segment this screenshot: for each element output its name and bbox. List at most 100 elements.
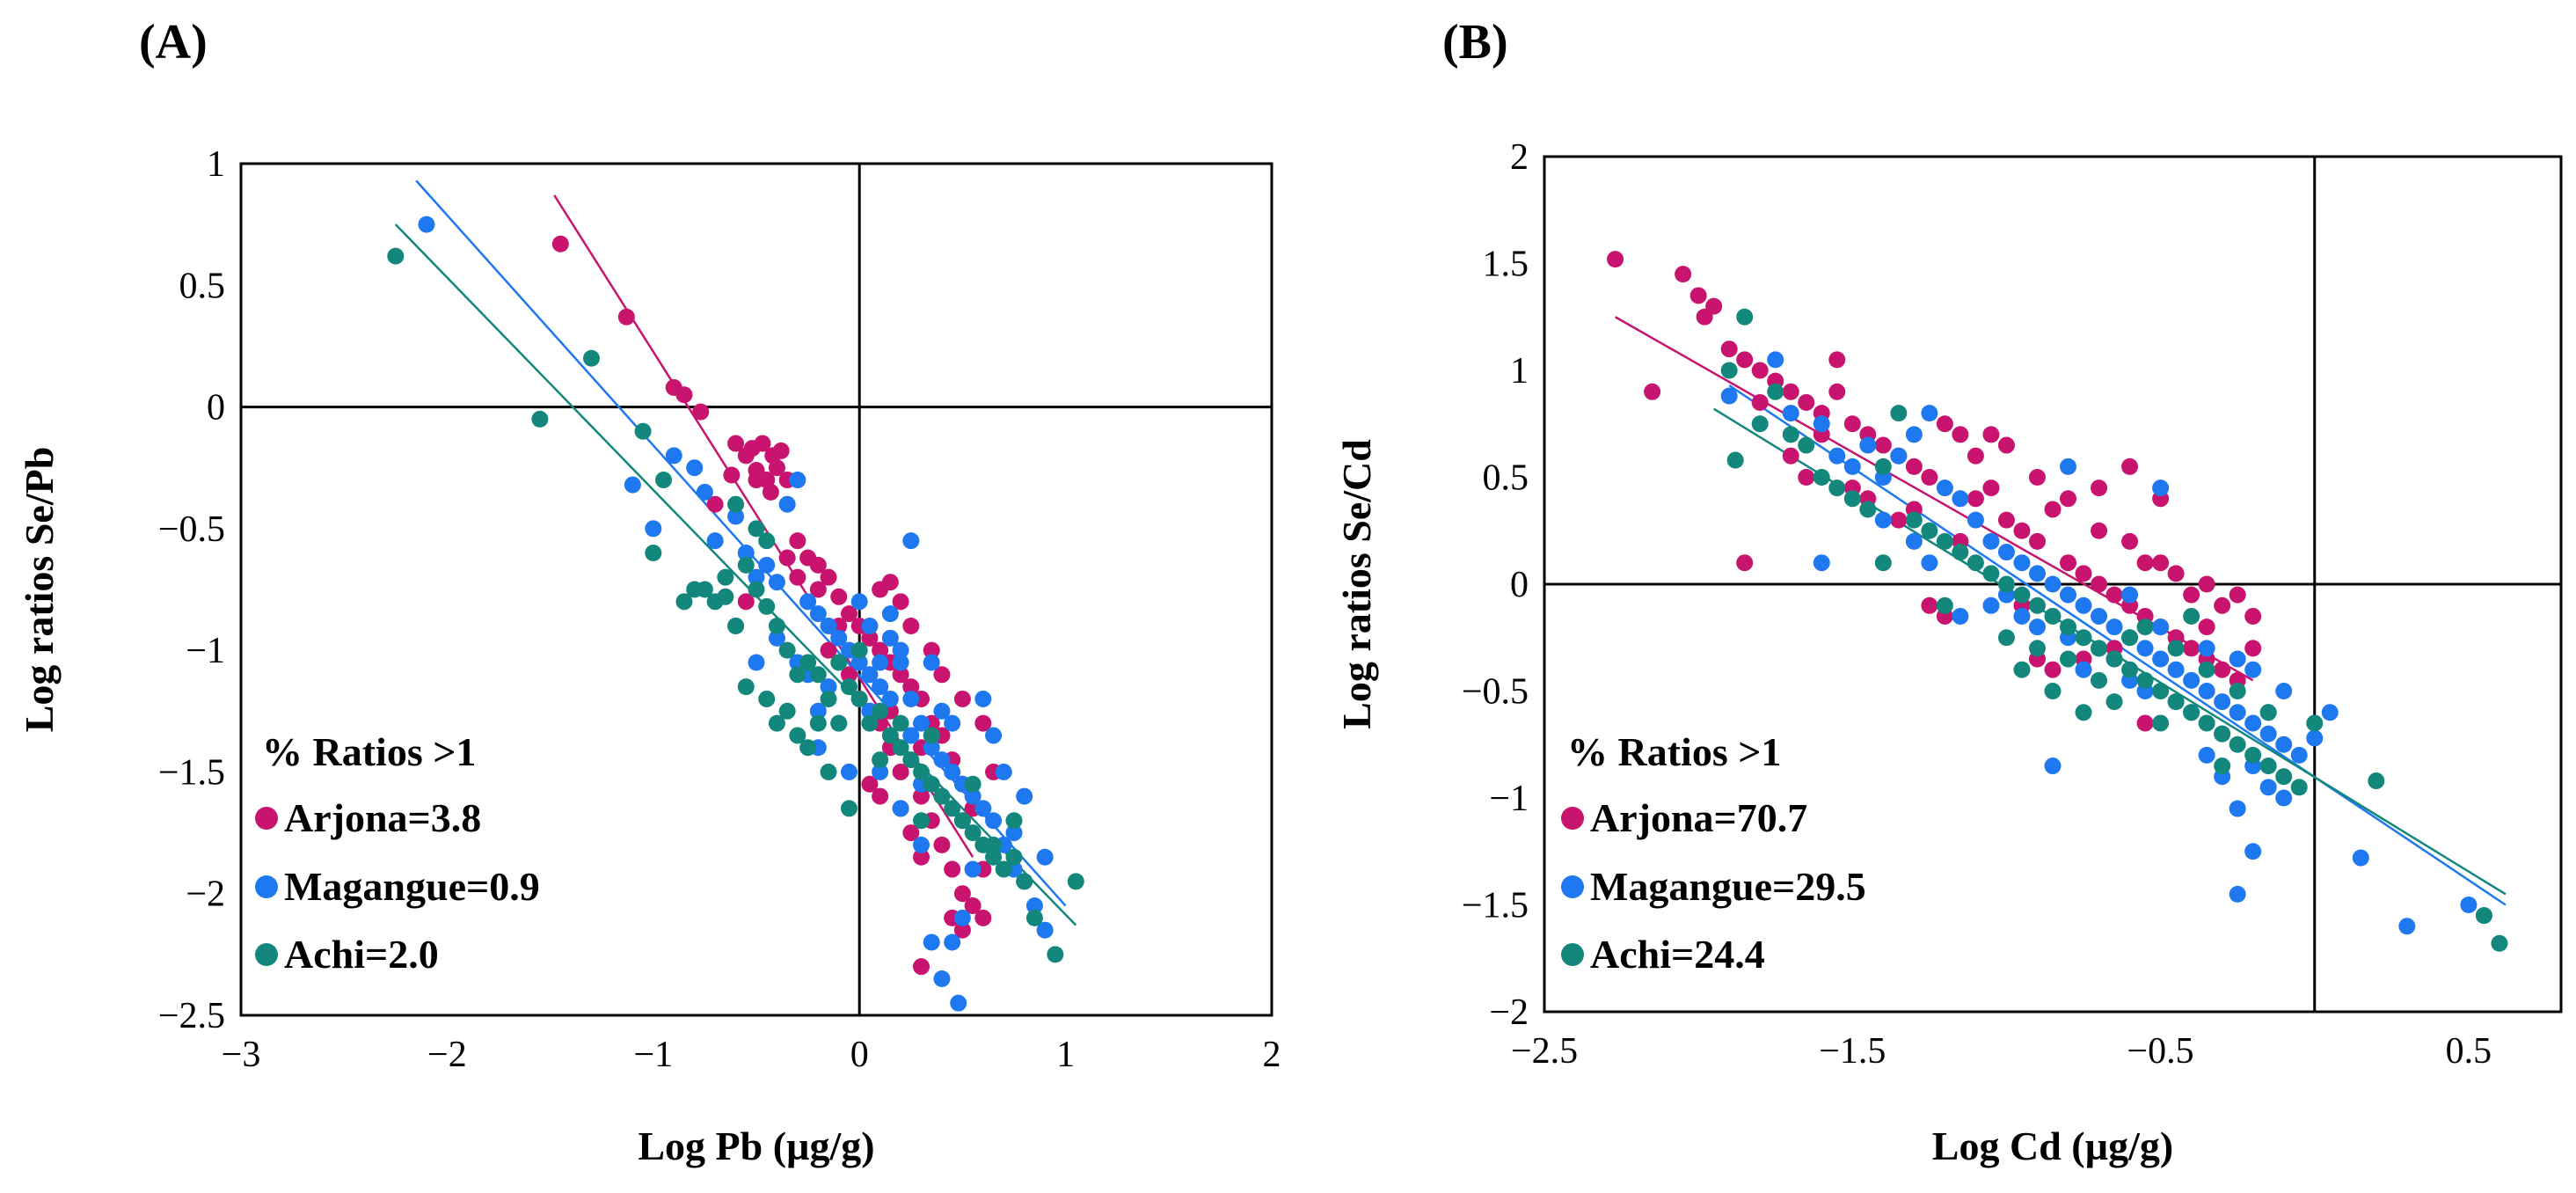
panel-a-point-arjona [754, 435, 771, 452]
panel-a-point-magangue [820, 678, 837, 696]
panel-a-point-magangue [1025, 897, 1043, 915]
panel-a-point-magangue [778, 495, 796, 513]
panel-a-point-magangue [861, 617, 879, 634]
panel-b-point-arjona [2091, 522, 2108, 539]
panel-b-point-arjona [2136, 714, 2154, 732]
panel-b-point-arjona [2183, 586, 2200, 604]
panel-b-point-achi [2060, 650, 2077, 668]
panel-a-point-magangue [933, 970, 951, 988]
panel-b-point-arjona [1997, 511, 2015, 529]
panel-a-point-arjona [923, 641, 940, 659]
panel-a-point-magangue [872, 763, 889, 780]
panel-a-point-achi [985, 848, 1003, 866]
panel-b-point-magangue [2013, 554, 2031, 572]
panel-b-point-achi [2028, 640, 2046, 657]
panel-b-point-magangue [2013, 607, 2031, 625]
panel-b-point-arjona [2013, 522, 2031, 539]
panel-a-y-axis-title: Log ratios Se/Pb [17, 447, 62, 733]
panel-a-point-arjona [789, 532, 806, 550]
panel-a-point-achi [923, 775, 940, 793]
panel-b-point-magangue [1936, 479, 1953, 497]
panel-b-point-magangue [2152, 650, 2170, 668]
panel-a-point-achi [789, 666, 806, 684]
panel-a-point-magangue [913, 714, 930, 732]
panel-b-point-magangue [2229, 885, 2246, 903]
panel-b-point-magangue [1890, 447, 1908, 465]
panel-b-point-achi [1874, 554, 1892, 572]
panel-b-point-arjona [1798, 393, 1815, 411]
panel-a-point-magangue [850, 654, 868, 671]
panel-a-point-achi [789, 727, 806, 744]
panel-b-point-magangue [1905, 532, 1923, 550]
panel-b-point-achi [2121, 629, 2139, 647]
panel-a-point-achi [799, 654, 817, 671]
panel-b-point-magangue [2398, 918, 2416, 935]
panel-b-point-arjona [1696, 308, 1713, 326]
panel-b-point-magangue [2229, 800, 2246, 817]
panel-a-point-magangue [665, 447, 682, 465]
panel-b-label: (B) [1442, 15, 1508, 70]
panel-a-point-arjona [913, 848, 930, 866]
panel-a-point-magangue [964, 787, 982, 805]
panel-b-point-arjona [1798, 469, 1815, 486]
panel-a-point-arjona [830, 588, 848, 605]
panel-a-point-arjona [617, 308, 635, 326]
panel-b-point-arjona [2136, 554, 2154, 572]
panel-b-point-arjona [1644, 383, 1661, 400]
panel-b-point-achi [2229, 683, 2246, 699]
panel-a-point-arjona [551, 235, 569, 253]
panel-b-point-magangue [1813, 554, 1830, 572]
panel-a-point-magangue [933, 751, 951, 769]
panel-a-point-magangue [881, 690, 899, 707]
panel-b-point-magangue [2259, 725, 2277, 743]
panel-a-point-arjona [892, 593, 909, 611]
panel-b-point-achi [2290, 779, 2308, 796]
panel-a-point-achi [820, 690, 837, 707]
panel-b-point-achi [1726, 451, 1744, 469]
panel-b-point-arjona [1982, 479, 2000, 497]
panel-b-legend-arjona: Arjona=70.7 [1590, 795, 1807, 840]
panel-a-point-achi [861, 714, 879, 732]
panel-b-point-achi [2136, 618, 2154, 636]
panel-b-point-achi [1782, 426, 1799, 443]
panel-b-point-magangue [1828, 447, 1846, 465]
panel-a-legend-magangue: Magangue=0.9 [284, 864, 540, 909]
panel-b-point-magangue [2275, 736, 2293, 753]
panel-a-point-achi [809, 666, 827, 684]
panel-b-point-achi [1828, 479, 1846, 497]
panel-a-point-arjona [861, 775, 879, 793]
panel-a-point-magangue [892, 800, 909, 817]
panel-a-point-achi [645, 545, 662, 562]
panel-b-point-achi [2306, 714, 2324, 732]
panel-b-point-arjona [1736, 351, 1754, 369]
panel-a-point-arjona [737, 593, 755, 611]
panel-b-point-arjona [2183, 640, 2200, 657]
panel-b-point-achi [2259, 758, 2277, 775]
panel-b-point-arjona [2167, 565, 2185, 582]
panel-b-point-achi [2013, 586, 2031, 604]
panel-a-point-achi [933, 787, 951, 805]
panel-a-point-magangue [645, 520, 662, 538]
panel-a-point-achi [1016, 873, 1033, 890]
panel-b-point-achi [2105, 693, 2123, 711]
panel-b-point-arjona [1874, 436, 1892, 454]
panel-a-point-achi [696, 581, 713, 598]
panel-b-point-magangue [2060, 586, 2077, 604]
panel-b-point-magangue [2044, 758, 2062, 775]
panel-a-point-magangue [418, 216, 435, 233]
panel-b-point-magangue [2290, 746, 2308, 764]
panel-b-point-arjona [1675, 266, 1692, 283]
panel-a-point-magangue [892, 641, 909, 659]
panel-b-point-magangue [1843, 457, 1861, 475]
panel-a-point-magangue [953, 909, 971, 926]
panel-a-point-achi [892, 714, 909, 732]
panel-b-legend-marker-arjona [1561, 807, 1584, 830]
panel-a-point-magangue [748, 654, 765, 671]
panel-b-point-achi [2044, 683, 2062, 699]
panel-a-point-achi [830, 714, 848, 732]
panel-b-point-achi [2183, 607, 2200, 625]
panel-a-points [387, 216, 1084, 1012]
panel-a-point-arjona [872, 787, 889, 805]
panel-b-point-achi [1798, 436, 1815, 454]
panel-b-point-achi [1720, 362, 1738, 379]
